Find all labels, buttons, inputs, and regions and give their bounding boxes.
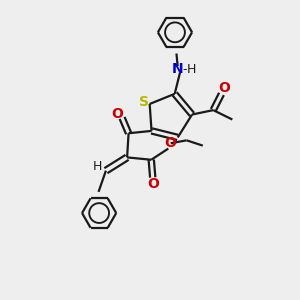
Text: H: H bbox=[187, 63, 196, 76]
Text: N: N bbox=[172, 62, 184, 76]
Text: S: S bbox=[140, 95, 149, 110]
Text: H: H bbox=[93, 160, 102, 173]
Text: O: O bbox=[218, 81, 230, 95]
Text: O: O bbox=[165, 136, 177, 150]
Text: O: O bbox=[147, 177, 159, 191]
Text: -: - bbox=[182, 63, 187, 76]
Text: O: O bbox=[111, 106, 123, 121]
